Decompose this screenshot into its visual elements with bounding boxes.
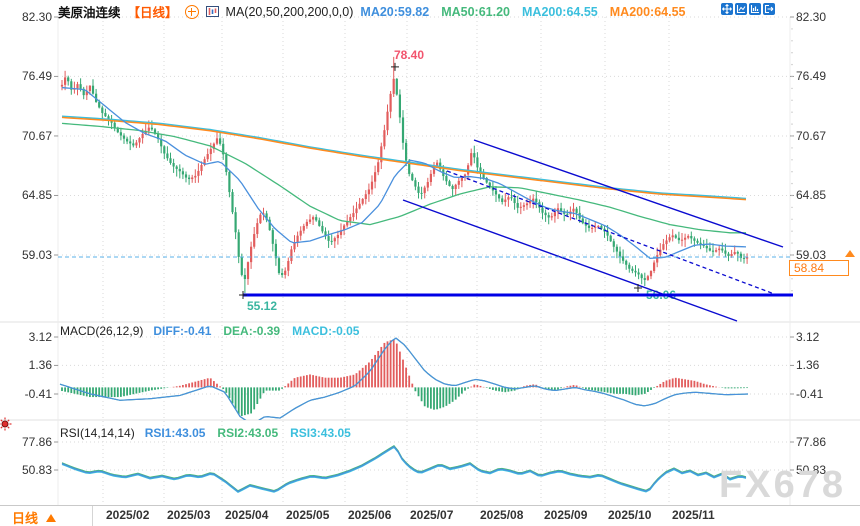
rsi-axis-label-left: 77.86: [21, 435, 52, 449]
main-axis-label-left: 76.49: [21, 69, 52, 84]
period-tag[interactable]: 【日线】: [127, 6, 178, 20]
main-axis-label-left: 59.03: [21, 247, 52, 262]
fx678-watermark: FX678: [719, 464, 846, 506]
macd-header: MACD(26,12,9) DIFF:-0.41 DEA:-0.39 MACD:-0…: [60, 324, 359, 338]
support-price-label: 55.12: [247, 299, 278, 313]
ma-values: MA20:59.82 MA50:61.20 MA200:64.55 MA200:64.…: [360, 5, 685, 19]
ma-value: MA200:64.55: [609, 4, 686, 19]
bottom-bar-divider: [92, 506, 93, 526]
bottom-bar: [0, 505, 860, 526]
rsi-title[interactable]: RSI(14,14,14): [60, 426, 135, 440]
axis-scale-icon[interactable]: [735, 3, 747, 15]
rsi-axis-label-left: 50.83: [21, 463, 52, 477]
macd-axis-label-left: 1.36: [28, 358, 52, 373]
main-axis-label-right: 64.85: [796, 188, 827, 203]
main-axis-label-right: 70.67: [796, 128, 827, 143]
month-label[interactable]: 2025/06: [348, 508, 392, 522]
main-axis-label-right: 76.49: [796, 69, 827, 84]
exit-right-icon[interactable]: [763, 3, 775, 15]
main-axis-label-right: 82.30: [796, 10, 827, 24]
month-label[interactable]: 2025/03: [167, 508, 211, 522]
ma-value: MA200:64.55: [522, 4, 598, 19]
month-label[interactable]: 2025/10: [608, 508, 652, 522]
rsi-value: RSI3:43.05: [290, 426, 351, 440]
ma-value: MA20:59.82: [360, 4, 430, 19]
main-axis-label-left: 70.67: [21, 128, 52, 143]
macd-values: DIFF:-0.41 DEA:-0.39 MACD:-0.05: [153, 324, 359, 338]
chart-toolbar: [721, 3, 775, 15]
month-label[interactable]: 2025/11: [672, 508, 715, 522]
macd-axis-label-right: 3.12: [796, 330, 820, 344]
timeframe-selector[interactable]: 日线: [12, 508, 57, 526]
macd-value: DEA:-0.39: [223, 324, 281, 338]
month-label[interactable]: 2025/08: [480, 508, 524, 522]
timeframe-label: 日线: [12, 511, 39, 526]
symbol-name[interactable]: 美原油连续: [58, 6, 121, 20]
rsi-header: RSI(14,14,14) RSI1:43.05 RSI2:43.05 RSI3:4…: [60, 426, 351, 440]
macd-axis-label-left: -0.41: [24, 386, 52, 401]
axis-fit-icon[interactable]: [749, 3, 761, 15]
candle-chart-icon[interactable]: [205, 5, 219, 18]
macd-value: DIFF:-0.41: [153, 324, 212, 338]
rsi-axis-label-right: 77.86: [796, 435, 827, 449]
month-label[interactable]: 2025/07: [410, 508, 454, 522]
month-label[interactable]: 2025/04: [225, 508, 269, 522]
chart-header: 美原油连续 【日线】 MA(20,50,200,200,0,0) MA20:59…: [58, 2, 686, 21]
move-icon[interactable]: [721, 3, 733, 15]
month-label[interactable]: 2025/02: [106, 508, 150, 522]
current-price-badge[interactable]: 58.84: [789, 260, 849, 276]
timeframe-up-triangle-icon: [46, 514, 57, 522]
rsi-values: RSI1:43.05 RSI2:43.05 RSI3:43.05: [145, 426, 351, 440]
macd-axis-label-right: 1.36: [796, 358, 820, 373]
add-indicator-icon[interactable]: [184, 4, 199, 19]
rsi-value: RSI2:43.05: [217, 426, 279, 440]
main-axis-label-left: 64.85: [21, 188, 52, 203]
alert-marker-icon[interactable]: [0, 416, 14, 432]
price-up-arrow-icon: [845, 250, 855, 257]
macd-value: MACD:-0.05: [292, 324, 360, 338]
main-axis-label-left: 82.30: [21, 10, 52, 24]
ma-value: MA50:61.20: [441, 4, 510, 19]
main-axis-label-right: 59.03: [796, 247, 827, 262]
swing-high-label: 78.40: [394, 48, 425, 62]
macd-title[interactable]: MACD(26,12,9): [60, 324, 144, 338]
macd-axis-label-left: 3.12: [28, 330, 52, 344]
ma-settings-label[interactable]: MA(20,50,200,200,0,0): [225, 4, 354, 19]
rsi-axis-label-right: 50.83: [796, 463, 827, 477]
month-label[interactable]: 2025/05: [286, 508, 330, 522]
rsi-value: RSI1:43.05: [144, 426, 206, 440]
macd-axis-label-right: -0.41: [796, 386, 824, 401]
month-label[interactable]: 2025/09: [544, 508, 588, 522]
